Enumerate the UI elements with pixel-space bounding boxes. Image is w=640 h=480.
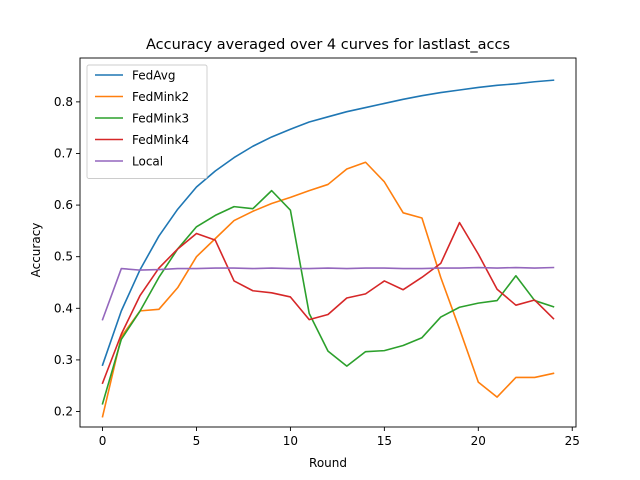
x-tick-label: 5: [193, 434, 201, 448]
legend: FedAvg FedMink2 FedMink3 FedMink4 Local: [86, 64, 208, 179]
y-tick-label: 0.5: [54, 250, 73, 264]
x-tick-label: 20: [471, 434, 486, 448]
chart-title: Accuracy averaged over 4 curves for last…: [146, 37, 510, 53]
y-tick-label: 0.3: [54, 353, 73, 367]
legend-box: [86, 64, 208, 179]
series-line-local: [101, 266, 555, 321]
series-line-fedmink2: [101, 161, 555, 418]
legend-label-local: Local: [132, 155, 163, 169]
axes: 0 5 10 15 20 25 0.2 0.3 0.4 0.5 0.6 0.7 0.8: [54, 57, 580, 448]
series-line-fedavg: [101, 79, 555, 367]
plot-area: [101, 79, 555, 418]
legend-label-fedmink4: FedMink4: [132, 133, 189, 147]
legend-label-fedmink2: FedMink2: [132, 90, 189, 104]
x-tick-label: 0: [99, 434, 107, 448]
x-tick-label: 25: [565, 434, 580, 448]
axes-frame: [79, 57, 577, 428]
y-tick-label: 0.7: [54, 146, 73, 160]
series-line-fedmink4: [101, 221, 555, 385]
x-tick-label: 10: [283, 434, 298, 448]
legend-label-fedmink3: FedMink3: [132, 112, 189, 126]
y-tick-label: 0.6: [54, 198, 73, 212]
y-axis-label: Accuracy: [29, 223, 43, 278]
y-tick-label: 0.2: [54, 405, 73, 419]
x-axis-label: Round: [309, 456, 347, 470]
y-tick-label: 0.8: [54, 95, 73, 109]
x-tick-label: 15: [377, 434, 392, 448]
legend-label-fedavg: FedAvg: [132, 69, 175, 83]
y-tick-label: 0.4: [54, 301, 73, 315]
